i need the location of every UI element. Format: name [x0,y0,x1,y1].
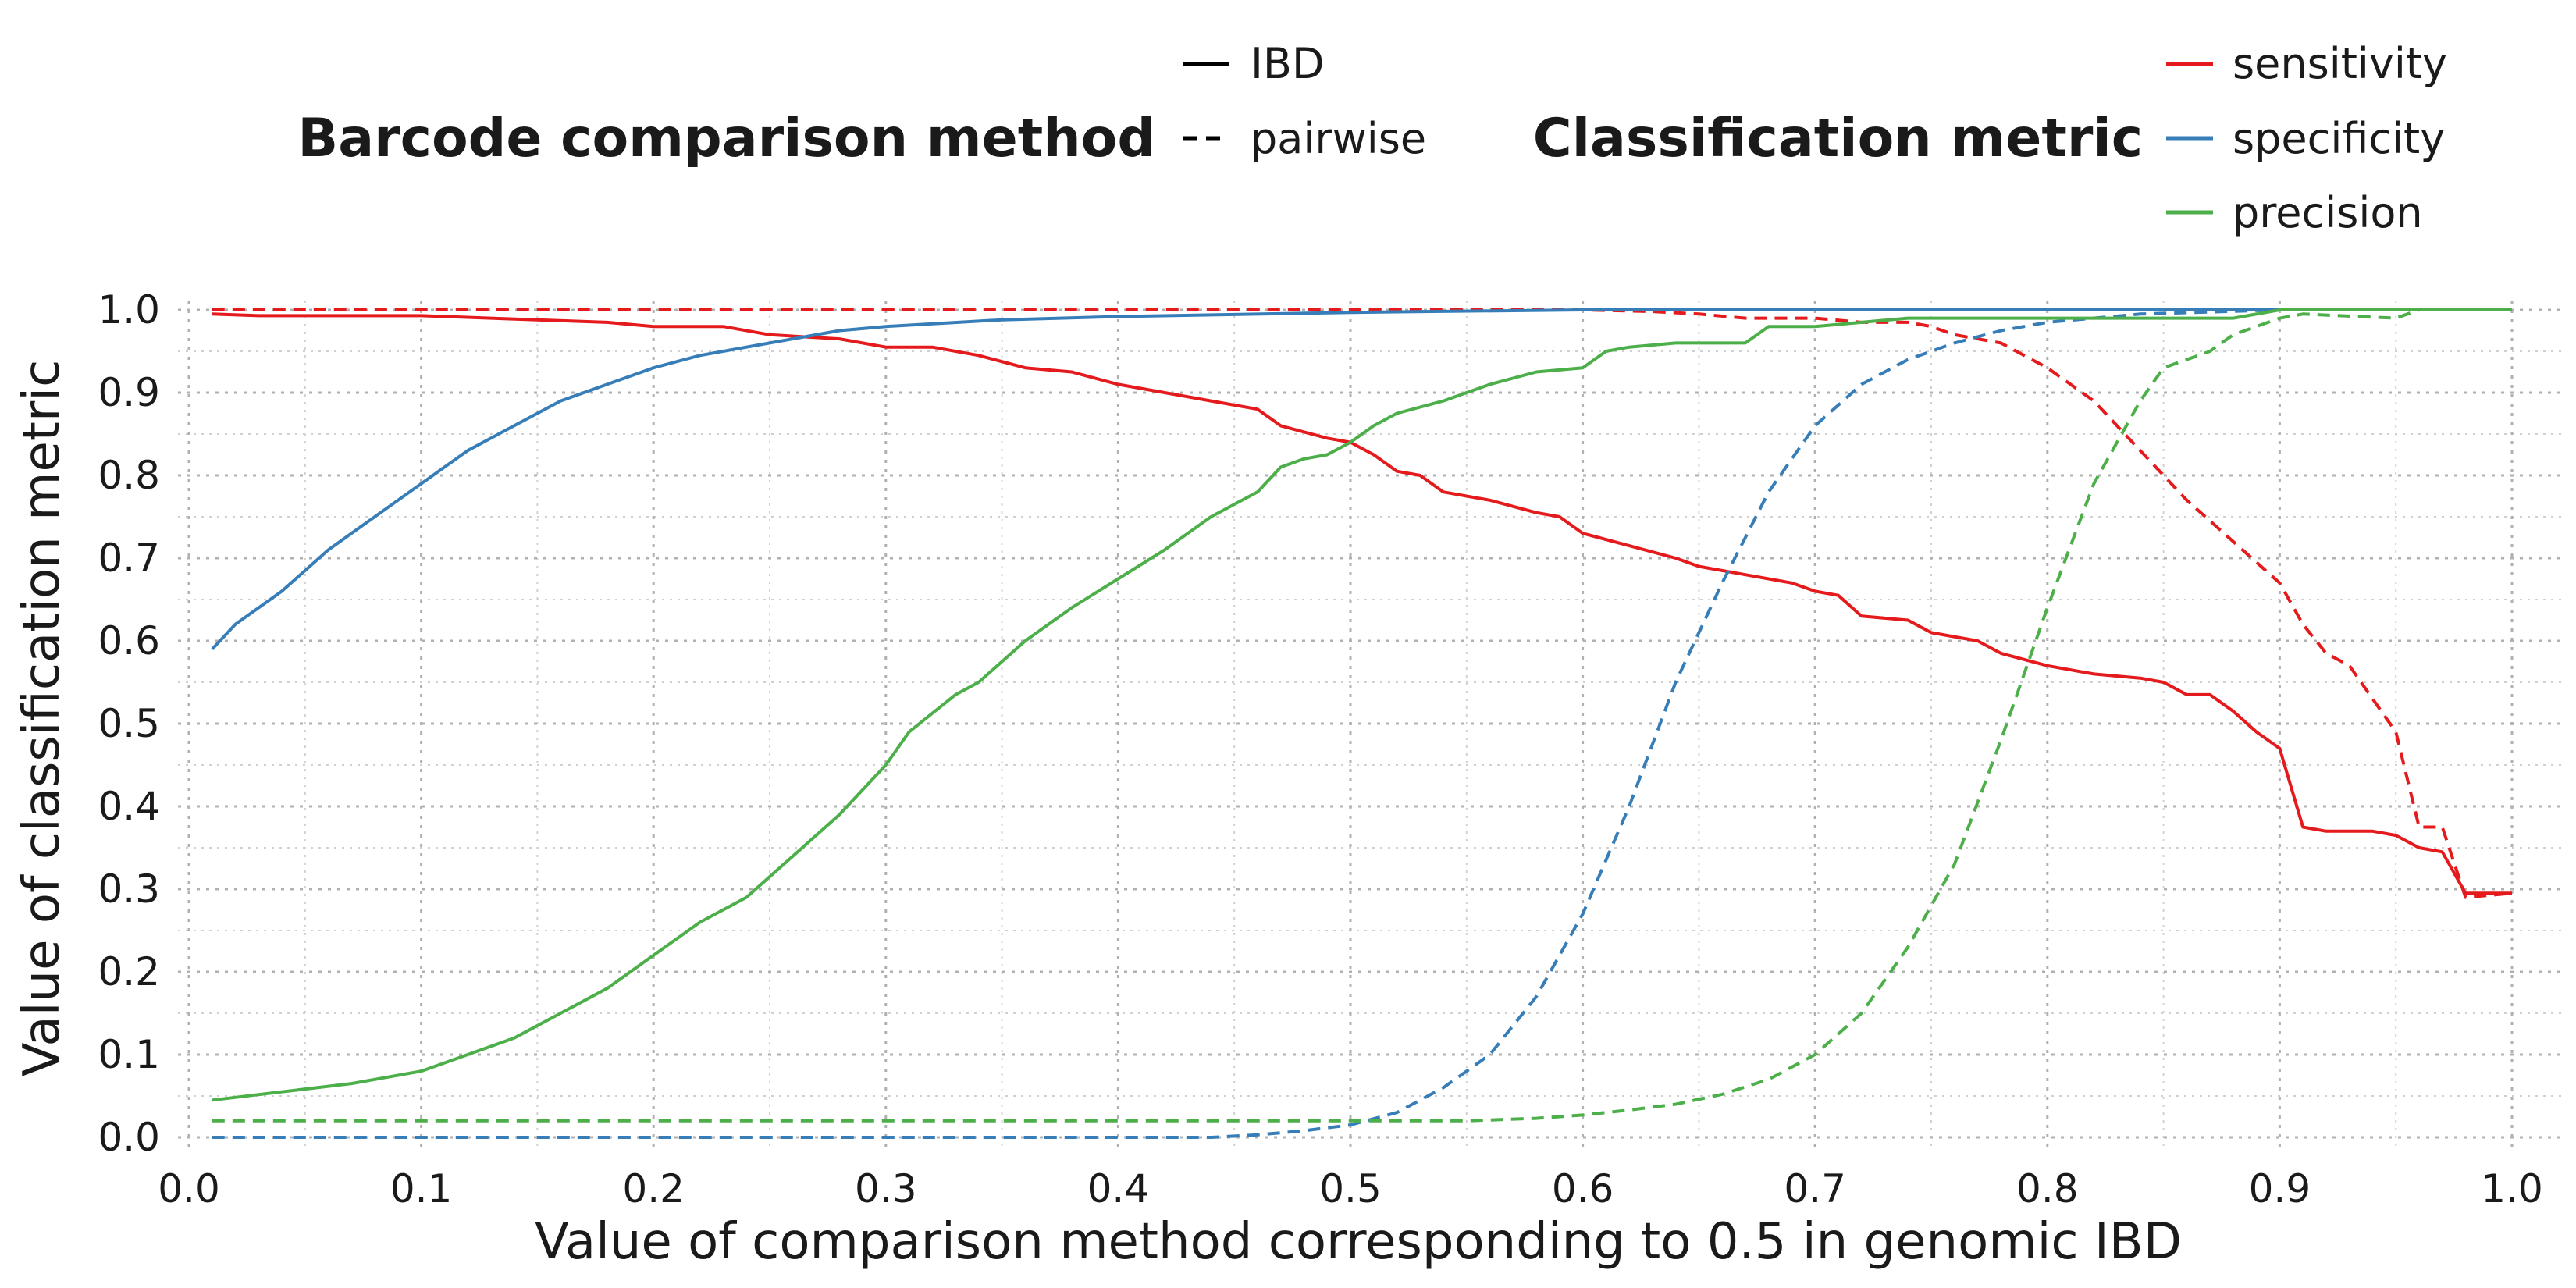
x-tick-label: 0.8 [2016,1166,2079,1212]
y-tick-label: 0.6 [98,618,160,664]
legend-label-sensitivity: sensitivity [2233,39,2447,88]
x-tick-label: 0.2 [622,1166,685,1212]
y-tick-label: 0.2 [98,949,160,994]
x-tick-label: 0.7 [1784,1166,1846,1212]
y-tick-label: 0.9 [98,370,160,415]
y-tick-label: 1.0 [98,287,160,333]
y-tick-label: 0.1 [98,1032,160,1077]
x-axis-ticks: 0.0 0.1 0.2 0.3 0.4 0.5 0.6 0.7 0.8 0.9 1.0 [158,1166,2543,1212]
series-sensitivity-ibd [212,312,2512,895]
legend-label-pairwise: pairwise [1251,114,1426,163]
legend-title-classification-metric: Classification metric [1533,108,2143,169]
x-tick-label: 0.9 [2249,1166,2311,1212]
legend-title-comparison-method: Barcode comparison method [297,108,1155,169]
legend-label-precision: precision [2233,188,2423,237]
x-tick-label: 0.4 [1087,1166,1150,1212]
series-precision-ibd [212,308,2512,1102]
series-specificity-ibd [211,308,2512,650]
series-precision-pairwise [212,308,2512,1123]
series-layer [211,308,2513,1139]
legend-label-ibd: IBD [1251,39,1325,88]
y-axis-ticks: 0.0 0.1 0.2 0.3 0.4 0.5 0.6 0.7 0.8 0.9 1.0 [98,287,160,1160]
y-tick-label: 0.7 [98,535,160,581]
y-tick-label: 0.3 [98,866,160,912]
x-axis-label: Value of comparison method corresponding… [535,1213,2182,1271]
y-tick-label: 0.8 [98,453,160,498]
legend-classification-metric: Classification metric sensitivity specif… [1533,39,2447,237]
legend-comparison-method: Barcode comparison method IBD pairwise [297,39,1426,169]
legend-label-specificity: specificity [2233,114,2445,163]
x-tick-label: 0.3 [855,1166,917,1212]
series-sensitivity-pairwise [212,308,2513,899]
x-tick-label: 0.5 [1319,1166,1382,1212]
x-tick-label: 1.0 [2481,1166,2543,1212]
y-tick-label: 0.5 [98,701,160,746]
y-axis-label: Value of classification metric [13,360,71,1077]
y-tick-label: 0.0 [98,1115,160,1160]
x-tick-label: 0.6 [1552,1166,1614,1212]
series-specificity-pairwise [212,308,2512,1139]
y-tick-label: 0.4 [98,784,160,829]
x-tick-label: 0.1 [390,1166,453,1212]
x-tick-label: 0.0 [158,1166,220,1212]
